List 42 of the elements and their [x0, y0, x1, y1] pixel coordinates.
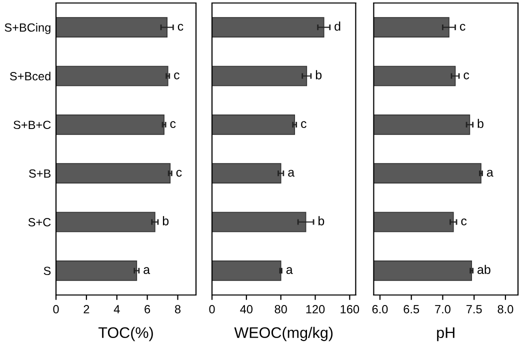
- x-axis-title: pH: [437, 327, 454, 342]
- y-tick-label: S+Bced: [10, 72, 50, 80]
- annotation: d: [334, 22, 340, 31]
- x-axis-title: TOC(%): [98, 326, 153, 342]
- y-tick-label: S+B+C: [14, 120, 51, 130]
- annotation: a: [486, 170, 494, 177]
- annotation: a: [144, 267, 150, 274]
- x-tick-label: 160: [340, 305, 360, 314]
- annotation: c: [170, 121, 176, 128]
- annotation: ab: [478, 264, 490, 274]
- x-tick-label: 8.0: [498, 305, 514, 314]
- x-tick-label: 40: [240, 305, 253, 314]
- y-tick-label: S+BCing: [4, 23, 50, 34]
- annotation: c: [301, 121, 306, 128]
- annotation: b: [316, 70, 322, 80]
- x-tick-label: 4: [114, 305, 120, 314]
- annotation: c: [464, 72, 470, 80]
- annotation: b: [478, 118, 484, 128]
- x-tick-label: 80: [274, 305, 287, 314]
- x-tick-label: 6: [144, 305, 150, 314]
- annotation: a: [288, 170, 295, 177]
- x-tick-label: 2: [84, 305, 90, 314]
- annotation: c: [461, 218, 467, 226]
- x-tick-label: 7.5: [466, 305, 482, 314]
- annotation: a: [286, 267, 293, 274]
- x-tick-label: 0: [53, 305, 59, 314]
- x-tick-label: 6.5: [404, 305, 420, 314]
- y-tick-label: S+C: [28, 218, 51, 226]
- annotation: b: [318, 216, 324, 226]
- x-tick-label: 6.0: [372, 305, 388, 314]
- x-tick-label: 120: [306, 305, 325, 314]
- y-tick-label: S: [44, 266, 51, 276]
- annotation: c: [174, 72, 180, 80]
- annotation: c: [176, 170, 182, 177]
- x-axis-title: WEOC(mg/kg): [234, 326, 333, 342]
- annotation: c: [460, 24, 466, 31]
- x-tick-label: 8: [174, 305, 181, 314]
- x-tick-label: 0: [209, 305, 215, 314]
- annotation: c: [178, 24, 184, 31]
- y-tick-label: S+B: [29, 169, 51, 178]
- x-tick-label: 7.0: [435, 305, 450, 314]
- annotation: b: [162, 216, 169, 226]
